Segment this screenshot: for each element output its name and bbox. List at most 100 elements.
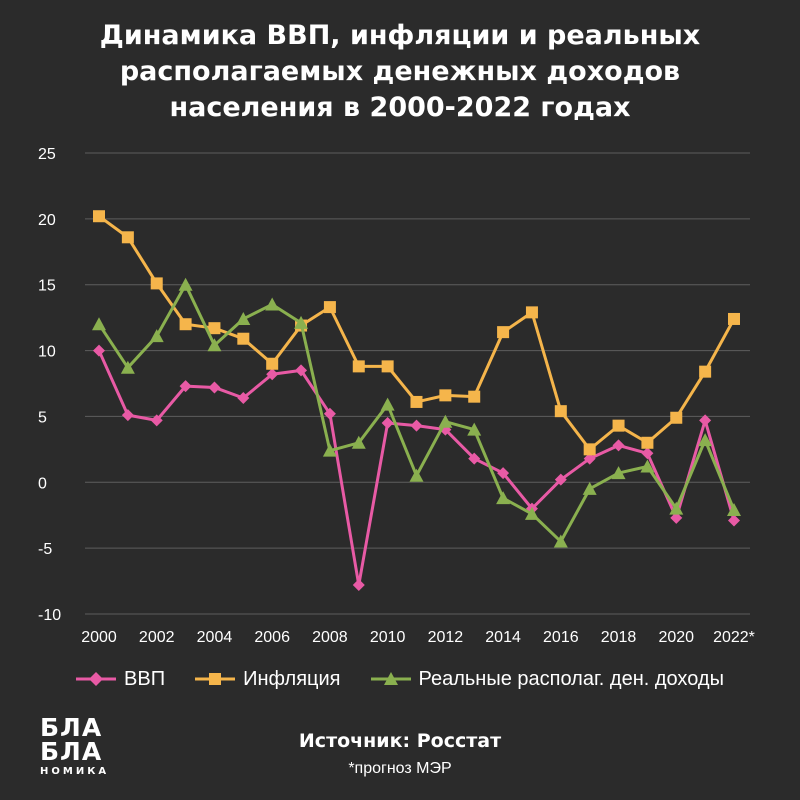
- source-note: Источник: Росстат: [298, 730, 502, 752]
- data-point-income: [582, 481, 597, 495]
- x-tick-label: 2018: [601, 629, 637, 646]
- y-tick-label: 15: [38, 278, 56, 295]
- data-point-income: [640, 459, 655, 473]
- data-point-income: [698, 433, 713, 447]
- data-point-income: [265, 297, 280, 311]
- data-point-income: [496, 491, 511, 505]
- legend-marker-gdp: [76, 672, 117, 686]
- data-point-income: [409, 468, 424, 482]
- data-point-inflation: [266, 357, 279, 370]
- data-point-inflation: [237, 332, 250, 345]
- data-point-gdp: [728, 514, 740, 527]
- data-point-inflation: [583, 443, 596, 456]
- data-point-income: [120, 360, 135, 374]
- data-point-income: [92, 317, 106, 331]
- data-point-gdp: [583, 452, 596, 465]
- x-tick-label: 2022*: [713, 629, 755, 646]
- forecast-footnote: *прогноз МЭР: [348, 760, 452, 777]
- data-point-income: [149, 329, 164, 343]
- data-point-income: [178, 277, 193, 291]
- data-point-gdp: [497, 467, 510, 480]
- data-point-gdp: [641, 447, 654, 460]
- y-tick-label: 20: [38, 212, 56, 229]
- data-point-gdp: [323, 407, 336, 420]
- data-point-income: [669, 501, 684, 515]
- data-point-inflation: [699, 365, 712, 378]
- x-tick-label: 2012: [428, 629, 464, 646]
- data-point-gdp: [93, 344, 105, 357]
- data-point-gdp: [612, 439, 625, 452]
- data-point-inflation: [208, 322, 221, 335]
- logo-line-2: БЛА: [40, 737, 103, 766]
- data-point-income: [467, 422, 482, 436]
- legend-label-inflation: Инфляция: [243, 667, 341, 690]
- data-point-gdp: [150, 414, 163, 427]
- data-point-gdp: [468, 452, 481, 465]
- legend-item-income: Реальные располаг. ден. доходы: [370, 668, 724, 691]
- data-point-inflation: [93, 210, 105, 223]
- logo-line-1: БЛА: [40, 713, 103, 742]
- data-point-income: [322, 443, 337, 457]
- data-point-inflation: [497, 326, 510, 339]
- data-point-gdp: [352, 579, 365, 592]
- data-point-gdp: [179, 380, 192, 393]
- logo-subtitle: НОМИКА: [40, 766, 110, 777]
- x-tick-label: 2004: [197, 629, 233, 646]
- x-tick-label: 2016: [543, 629, 579, 646]
- data-point-gdp: [121, 409, 134, 422]
- series-line-2: [97, 283, 736, 544]
- data-point-inflation: [641, 436, 654, 449]
- x-tick-label: 2008: [312, 629, 348, 646]
- y-tick-label: 5: [38, 409, 47, 426]
- data-point-inflation: [525, 306, 538, 319]
- legend: ВВП Инфляция Реальные располаг. ден. дох…: [0, 662, 800, 696]
- x-tick-label: 2014: [485, 629, 521, 646]
- y-tick-label: 25: [38, 146, 56, 163]
- legend-marker-inflation: [195, 673, 236, 685]
- data-point-income: [236, 311, 251, 325]
- x-tick-label: 2002: [139, 629, 175, 646]
- chart-title: Динамика ВВП, инфляции и реальных распол…: [99, 20, 701, 123]
- data-point-gdp: [699, 414, 712, 427]
- data-point-inflation: [670, 411, 683, 424]
- data-point-gdp: [237, 391, 250, 404]
- data-point-inflation: [468, 390, 481, 403]
- data-point-inflation: [728, 312, 740, 325]
- data-point-income: [351, 435, 366, 449]
- data-point-gdp: [554, 473, 567, 486]
- series-line-1: [98, 215, 736, 451]
- data-point-inflation: [381, 360, 394, 373]
- data-point-inflation: [121, 231, 134, 244]
- legend-item-inflation: Инфляция: [195, 667, 341, 691]
- data-point-gdp: [381, 417, 394, 430]
- data-point-inflation: [179, 318, 192, 331]
- y-tick-label: 0: [38, 475, 47, 492]
- x-tick-label: 2000: [81, 629, 117, 646]
- data-point-income: [207, 338, 222, 352]
- data-point-inflation: [439, 389, 452, 402]
- data-point-inflation: [150, 277, 163, 290]
- data-point-inflation: [612, 419, 625, 432]
- data-point-inflation: [410, 395, 423, 408]
- data-point-inflation: [554, 405, 567, 418]
- data-point-income: [380, 397, 395, 411]
- data-point-income: [438, 414, 453, 428]
- data-point-income: [727, 502, 741, 516]
- data-point-gdp: [208, 381, 221, 394]
- data-point-income: [294, 315, 309, 329]
- legend-label-gdp: ВВП: [124, 667, 166, 690]
- legend-item-gdp: ВВП: [76, 668, 165, 691]
- data-point-gdp: [266, 368, 279, 381]
- data-point-income: [524, 506, 539, 520]
- data-point-gdp: [410, 419, 423, 432]
- y-tick-label: -10: [38, 607, 61, 624]
- data-point-gdp: [295, 364, 308, 377]
- y-tick-label: -5: [38, 541, 52, 558]
- y-tick-label: 10: [38, 344, 56, 361]
- x-tick-label: 2006: [254, 629, 290, 646]
- line-chart: -10 -5 0 5 10 15 20 25 2000 2002 2004 2006 2008 2010 2…: [38, 146, 755, 646]
- x-tick-label: 2020: [658, 629, 694, 646]
- data-point-inflation: [323, 301, 336, 314]
- data-point-gdp: [670, 511, 683, 524]
- legend-marker-income: [370, 672, 411, 685]
